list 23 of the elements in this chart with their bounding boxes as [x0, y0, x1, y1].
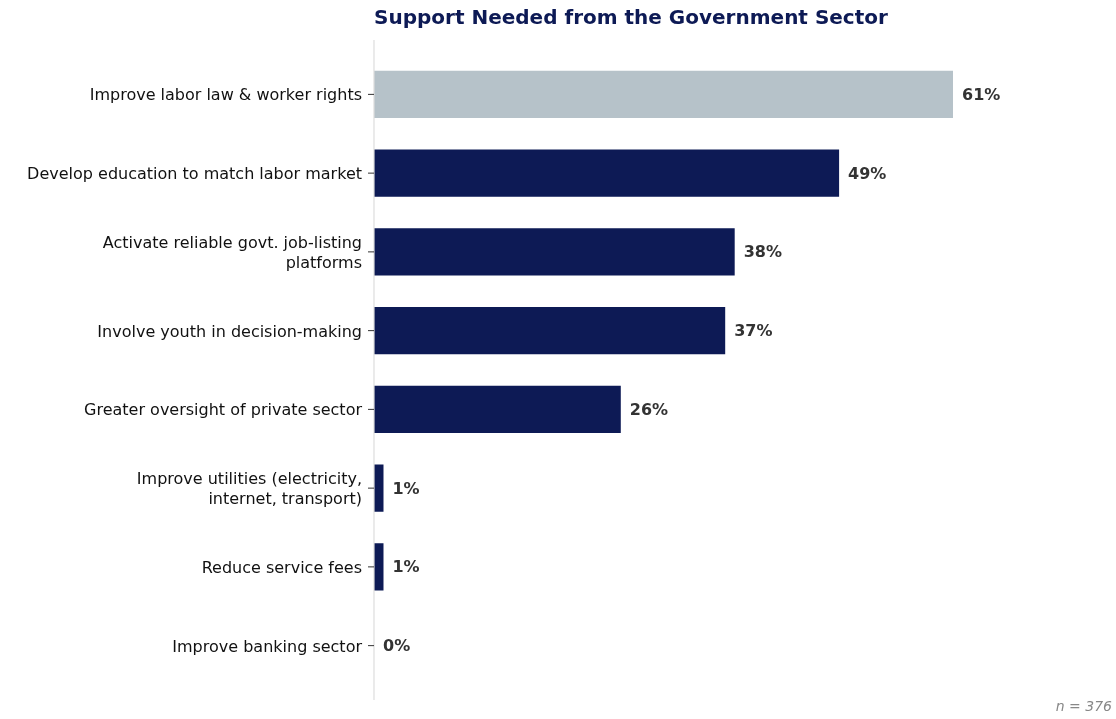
data-label: 37% — [734, 321, 773, 341]
y-tick-label: Develop education to match labor market — [27, 163, 362, 183]
bar — [374, 385, 621, 433]
y-tick-label: Activate reliable govt. job-listing platforms — [102, 232, 362, 272]
data-label: 0% — [383, 636, 411, 656]
y-tick-label: Improve labor law & worker rights — [89, 84, 362, 104]
y-tick-label: Reduce service fees — [201, 557, 362, 577]
data-label: 49% — [848, 163, 887, 183]
data-label: 26% — [629, 399, 669, 419]
bar — [374, 228, 735, 276]
data-label: 38% — [743, 242, 782, 262]
bar — [374, 70, 953, 118]
y-tick-label: Improve banking sector — [172, 636, 363, 656]
data-label: 1% — [392, 557, 420, 577]
y-tick-label: Involve youth in decision-making — [97, 321, 362, 341]
bar — [374, 307, 726, 355]
bar — [374, 149, 840, 197]
y-tick-label: Greater oversight of private sector — [84, 399, 363, 419]
text: n = 376 — [1055, 698, 1113, 714]
data-label: 1% — [392, 478, 420, 498]
chart-title: Support Needed from the Government Sector — [374, 5, 889, 29]
data-label: 61% — [962, 84, 1001, 104]
y-tick-label: Improve utilities (electricity, internet, transport) — [136, 468, 362, 508]
